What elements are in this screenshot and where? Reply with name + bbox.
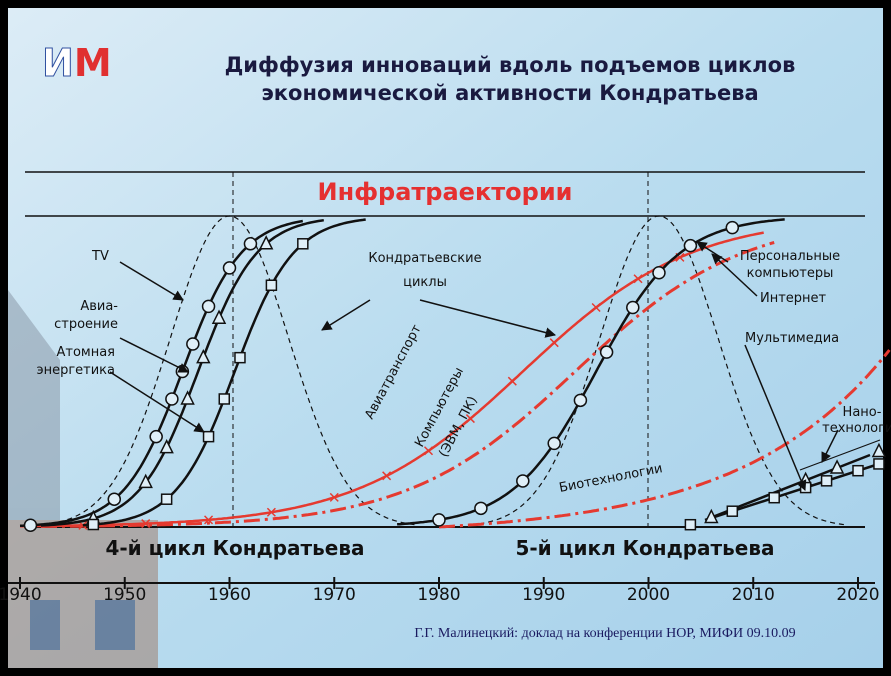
marker: [165, 392, 179, 406]
marker: [573, 393, 588, 408]
marker: [423, 446, 434, 456]
label-nuclear: Атомная: [56, 345, 115, 360]
marker: [329, 492, 339, 502]
title-line: Диффузия инноваций вдоль подъемов циклов: [225, 53, 796, 77]
marker: [725, 220, 740, 235]
marker: [160, 493, 173, 505]
marker: [202, 430, 215, 443]
axis-tick-label: 1940: [0, 585, 42, 605]
curve: [470, 215, 848, 526]
logo: ИМ: [42, 41, 112, 85]
building: [8, 290, 158, 668]
marker: [222, 261, 237, 275]
marker: [873, 458, 885, 470]
marker: [871, 442, 887, 458]
curve: [41, 241, 775, 528]
marker: [149, 429, 163, 444]
marker: [243, 237, 258, 251]
axis-tick-label: 2000: [627, 585, 670, 605]
marker: [23, 518, 38, 533]
axis-tick-label: 1990: [522, 585, 565, 605]
marker: [196, 348, 211, 364]
marker: [234, 351, 246, 364]
marker: [218, 393, 231, 405]
marker: [266, 507, 276, 517]
axis-tick-label: 1950: [103, 585, 146, 605]
marker: [432, 513, 446, 527]
label-nano: технологии: [822, 421, 891, 436]
title-line: экономической активности Кондратьева: [261, 81, 758, 105]
label-nuclear: энергетика: [36, 363, 115, 378]
marker: [382, 471, 392, 481]
axis-tick-label: 1970: [313, 585, 356, 605]
marker: [141, 519, 151, 529]
marker: [211, 309, 227, 324]
label-multimedia: Мультимедиа: [745, 331, 839, 346]
marker: [633, 274, 643, 284]
marker: [159, 438, 174, 454]
curve: [40, 215, 419, 526]
marker: [180, 390, 195, 405]
label-kondratiev: циклы: [403, 275, 447, 290]
label-nano: Нано-: [843, 405, 882, 420]
marker: [138, 473, 153, 489]
arrows: [109, 241, 839, 491]
marker: [465, 414, 475, 424]
marker: [265, 279, 278, 292]
label-pc: Персональные: [740, 249, 840, 264]
curve: [799, 439, 881, 471]
axis-tick-label: 1980: [417, 585, 460, 605]
marker: [768, 491, 780, 504]
axis-tick-label: 2020: [836, 585, 879, 605]
marker: [852, 464, 864, 477]
marker: [507, 376, 517, 386]
marker: [201, 299, 216, 314]
marker: [599, 345, 614, 359]
marker: [297, 238, 309, 250]
heading: Инфратраектории: [318, 178, 573, 206]
label-pc: компьютеры: [747, 266, 834, 281]
marker: [726, 505, 739, 517]
marker: [704, 508, 719, 524]
axis-tick-label: 2010: [732, 585, 775, 605]
marker: [652, 265, 666, 280]
marker: [820, 475, 833, 487]
marker: [204, 515, 214, 525]
marker: [516, 474, 530, 488]
curve: [397, 218, 785, 526]
marker: [683, 238, 698, 253]
marker: [591, 302, 601, 313]
footer: Г.Г. Малинецкий: доклад на конференции Н…: [414, 626, 795, 641]
label-internet: Интернет: [760, 291, 827, 306]
label-aviation: Авиа-: [80, 299, 118, 314]
marker: [547, 436, 561, 451]
label-aviation: строение: [54, 317, 118, 332]
marker: [549, 338, 559, 348]
marker: [87, 518, 100, 531]
axis: 1940 1950 1960 1970 1980 1990 2000 2010 2020: [0, 577, 880, 605]
marker: [186, 337, 200, 351]
marker: [107, 492, 122, 506]
label-tv: TV: [91, 249, 109, 264]
marker: [829, 459, 845, 474]
label-kondratiev: Кондратьевские: [368, 251, 481, 266]
marker: [474, 501, 488, 516]
axis-tick-label: 1960: [208, 585, 251, 605]
curves: [19, 215, 891, 533]
marker: [258, 235, 274, 250]
marker: [626, 300, 640, 315]
cycle-label: 5-й цикл Кондратьева: [515, 536, 774, 560]
cycle-label: 4-й цикл Кондратьева: [105, 536, 364, 560]
marker: [684, 518, 697, 531]
